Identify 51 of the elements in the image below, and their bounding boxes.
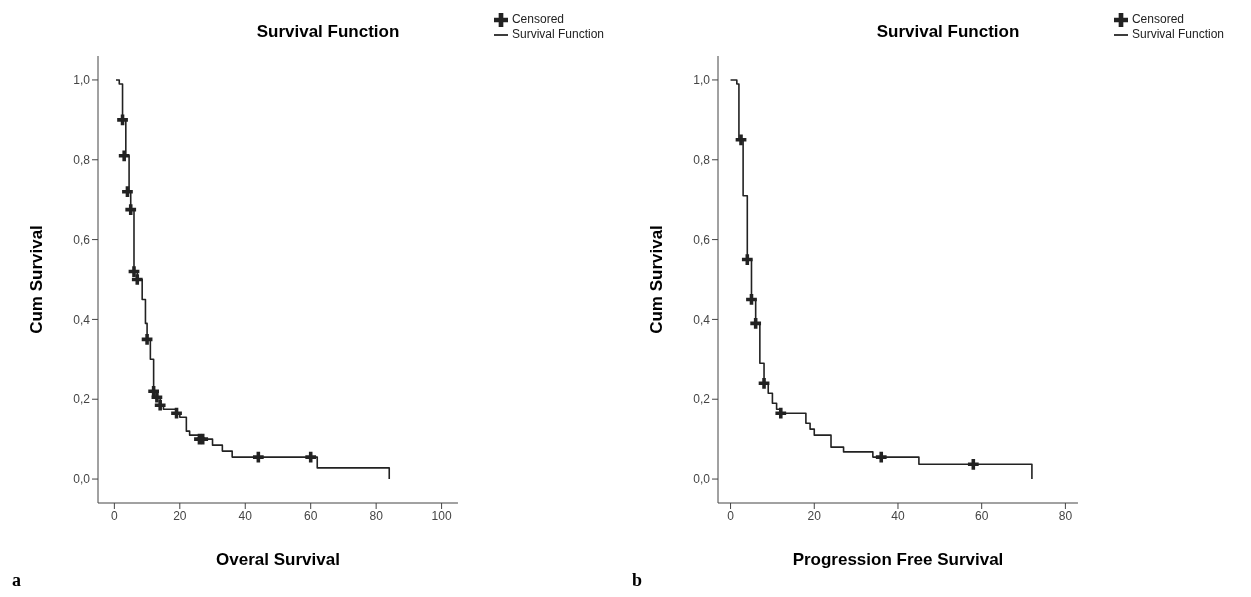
- y-tick-label: 0,0: [73, 472, 91, 487]
- y-tick-label: 0,6: [73, 232, 91, 247]
- y-tick-label: 0,4: [693, 312, 711, 327]
- point: [141, 334, 153, 345]
- point: [154, 399, 166, 411]
- point: [305, 451, 317, 463]
- point: [875, 451, 887, 463]
- x-tick-label: 0: [727, 508, 735, 523]
- y-axis-title: Cum Survival: [27, 225, 47, 334]
- x-tick-label: 20: [173, 508, 187, 523]
- text: b: [632, 570, 643, 591]
- point: [125, 204, 137, 216]
- legend-label: Censored: [1131, 12, 1184, 26]
- x-axis-title: Progression Free Survival: [792, 550, 1004, 569]
- x-tick-label: 100: [431, 508, 452, 523]
- y-tick-label: 0,0: [693, 472, 711, 487]
- y-tick-label: 1,0: [73, 73, 91, 88]
- x-tick-label: 20: [807, 508, 822, 523]
- point: [128, 266, 140, 277]
- y-tick-label: 0,8: [73, 153, 91, 168]
- y-tick-label: 1,0: [693, 73, 711, 88]
- legend-label: Survival Function: [1131, 26, 1224, 41]
- y-tick-label: 0,2: [73, 392, 91, 407]
- y-tick-label: 0,4: [73, 312, 91, 327]
- legend-label: Survival Function: [511, 26, 604, 41]
- text: a: [12, 570, 21, 591]
- chart-title: Survival Function: [876, 22, 1020, 41]
- point: [118, 150, 130, 162]
- point: [252, 451, 264, 463]
- y-tick-label: 0,6: [693, 232, 711, 247]
- point: [735, 134, 747, 146]
- point: [967, 458, 979, 470]
- x-tick-label: 60: [975, 508, 989, 523]
- point: [117, 114, 128, 126]
- x-tick-label: 60: [304, 508, 318, 523]
- point: [131, 274, 143, 285]
- x-tick-label: 0: [111, 508, 119, 523]
- point: [197, 433, 209, 445]
- x-tick-label: 80: [369, 508, 384, 523]
- y-tick-label: 0,8: [693, 153, 711, 168]
- y-tick-label: 0,2: [693, 392, 711, 407]
- x-tick-label: 40: [891, 508, 905, 523]
- legend-label: Censored: [511, 12, 564, 26]
- point: [775, 407, 787, 419]
- point: [758, 377, 770, 389]
- y-axis-title: Cum Survival: [647, 225, 667, 334]
- chart-title: Survival Function: [256, 22, 400, 41]
- x-tick-label: 80: [1058, 508, 1073, 523]
- point: [171, 407, 182, 419]
- x-axis-title: Overal Survival: [216, 550, 340, 569]
- x-tick-label: 40: [238, 508, 253, 523]
